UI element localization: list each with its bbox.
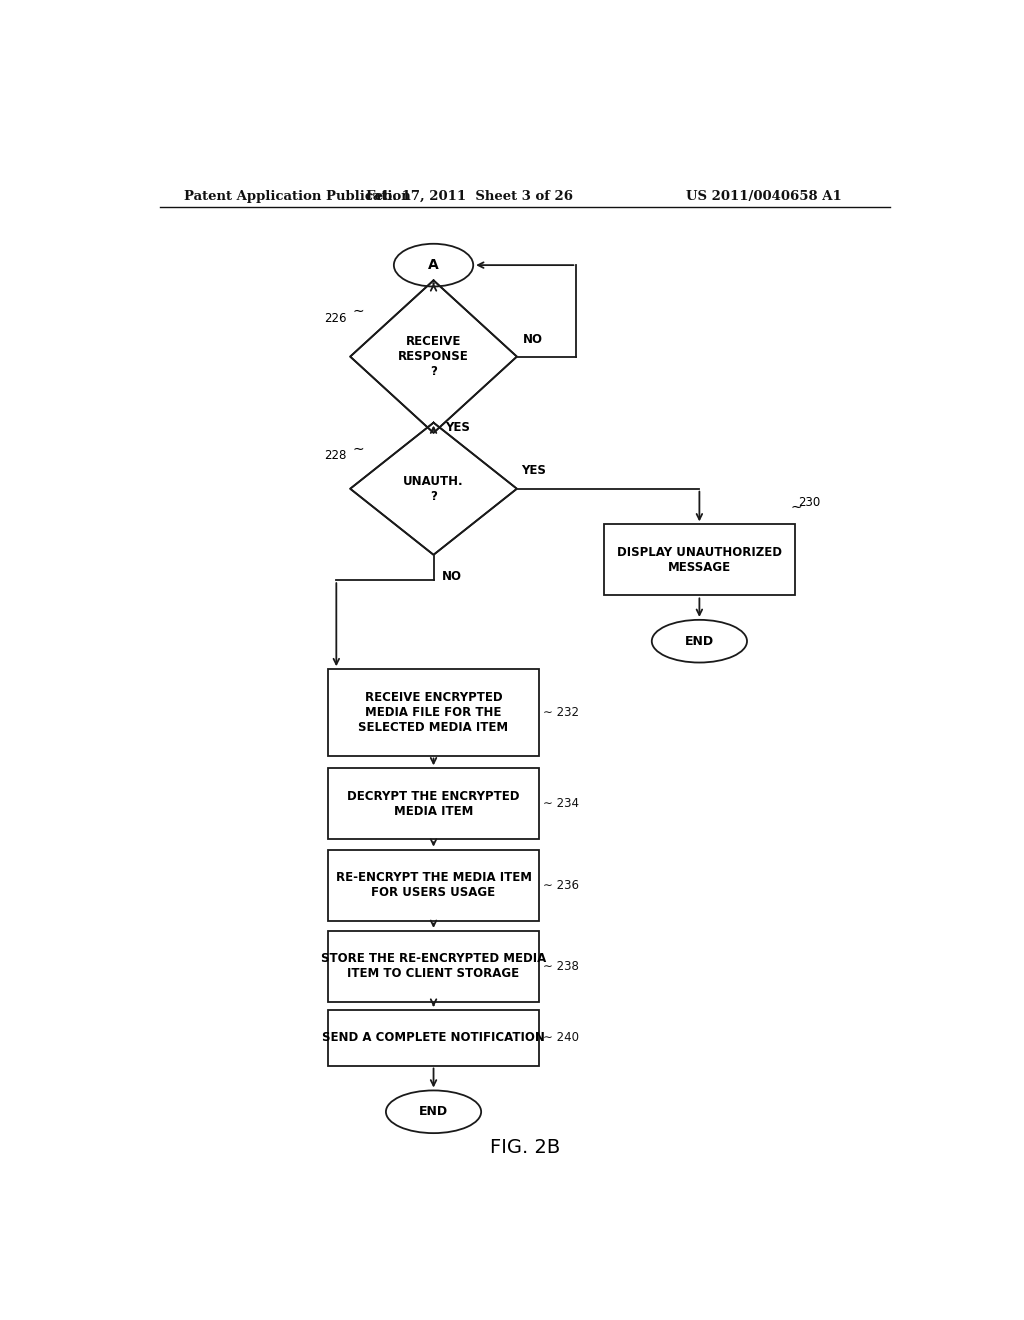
Text: Feb. 17, 2011  Sheet 3 of 26: Feb. 17, 2011 Sheet 3 of 26	[366, 190, 572, 202]
Ellipse shape	[651, 620, 746, 663]
Text: END: END	[685, 635, 714, 648]
Text: FIG. 2B: FIG. 2B	[489, 1138, 560, 1156]
Text: ∼ 234: ∼ 234	[543, 797, 579, 810]
Text: ∼ 238: ∼ 238	[543, 960, 579, 973]
FancyBboxPatch shape	[329, 669, 539, 755]
Text: RECEIVE ENCRYPTED
MEDIA FILE FOR THE
SELECTED MEDIA ITEM: RECEIVE ENCRYPTED MEDIA FILE FOR THE SEL…	[358, 690, 509, 734]
Text: NO: NO	[523, 334, 543, 346]
Text: ∼: ∼	[352, 304, 365, 318]
Polygon shape	[350, 280, 517, 433]
Text: 228: 228	[324, 449, 346, 462]
FancyBboxPatch shape	[329, 1010, 539, 1065]
Text: ∼ 240: ∼ 240	[543, 1031, 579, 1044]
Text: DECRYPT THE ENCRYPTED
MEDIA ITEM: DECRYPT THE ENCRYPTED MEDIA ITEM	[347, 789, 520, 818]
Text: US 2011/0040658 A1: US 2011/0040658 A1	[686, 190, 842, 202]
Text: ∼: ∼	[791, 500, 802, 515]
Text: ∼: ∼	[352, 442, 365, 457]
Text: STORE THE RE-ENCRYPTED MEDIA
ITEM TO CLIENT STORAGE: STORE THE RE-ENCRYPTED MEDIA ITEM TO CLI…	[321, 953, 546, 981]
Text: NO: NO	[441, 570, 462, 583]
Text: YES: YES	[445, 421, 470, 434]
FancyBboxPatch shape	[329, 850, 539, 921]
Ellipse shape	[394, 244, 473, 286]
Text: RE-ENCRYPT THE MEDIA ITEM
FOR USERS USAGE: RE-ENCRYPT THE MEDIA ITEM FOR USERS USAG…	[336, 871, 531, 899]
FancyBboxPatch shape	[329, 931, 539, 1002]
Text: A: A	[428, 259, 439, 272]
Text: END: END	[419, 1105, 449, 1118]
Text: 230: 230	[799, 496, 821, 510]
Text: 226: 226	[324, 312, 346, 325]
Text: Patent Application Publication: Patent Application Publication	[183, 190, 411, 202]
Text: SEND A COMPLETE NOTIFICATION: SEND A COMPLETE NOTIFICATION	[323, 1031, 545, 1044]
Polygon shape	[350, 422, 517, 554]
Text: ∼ 232: ∼ 232	[543, 706, 579, 719]
Text: YES: YES	[521, 463, 546, 477]
FancyBboxPatch shape	[604, 524, 795, 595]
Text: UNAUTH.
?: UNAUTH. ?	[403, 475, 464, 503]
Ellipse shape	[386, 1090, 481, 1133]
FancyBboxPatch shape	[329, 768, 539, 840]
Text: RECEIVE
RESPONSE
?: RECEIVE RESPONSE ?	[398, 335, 469, 378]
Text: ∼ 236: ∼ 236	[543, 879, 579, 891]
Text: DISPLAY UNAUTHORIZED
MESSAGE: DISPLAY UNAUTHORIZED MESSAGE	[616, 546, 782, 574]
